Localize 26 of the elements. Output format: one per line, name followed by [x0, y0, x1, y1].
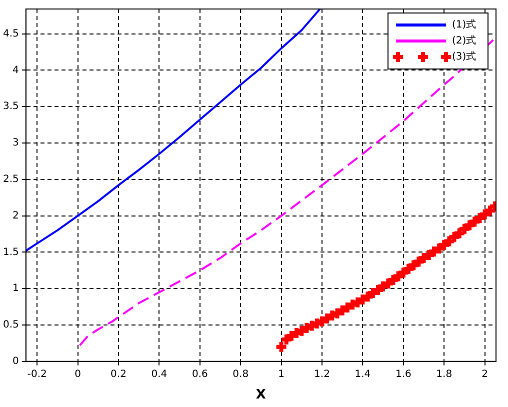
x-tick-label: 2 [482, 368, 488, 380]
y-tick-label: 4.5 [2, 28, 19, 40]
y-tick-label: 2.5 [2, 174, 19, 185]
y-tick-label: 0 [12, 356, 19, 367]
y-tick-label: 4 [12, 64, 19, 76]
x-tick-label: 1 [278, 368, 284, 380]
y-tick-label: 3.5 [2, 101, 19, 112]
x-tick-label: 0.4 [151, 368, 168, 380]
legend-label: (3)式 [452, 50, 476, 63]
y-tick-label: 0.5 [2, 320, 19, 331]
y-tick-label: 1 [12, 283, 19, 294]
x-axis-title: X [256, 388, 266, 403]
x-tick-label: 0.6 [192, 368, 208, 380]
legend-label: (1)式 [452, 18, 476, 31]
x-tick-label: 1.8 [436, 368, 452, 380]
x-tick-label: 1.6 [395, 368, 412, 380]
x-tick-label: 0.8 [232, 368, 249, 380]
x-tick-label: 0 [74, 368, 81, 380]
y-tick-label: 3 [12, 138, 19, 149]
y-tick-label: 1.5 [2, 246, 19, 258]
x-tick-label: 0.2 [110, 368, 126, 380]
x-tick-label: -0.2 [27, 368, 47, 380]
legend-label: (2)式 [452, 34, 476, 47]
x-tick-label: 1.2 [314, 368, 330, 380]
x-tick-label: 1.4 [354, 368, 371, 380]
y-tick-label: 2 [12, 210, 19, 222]
